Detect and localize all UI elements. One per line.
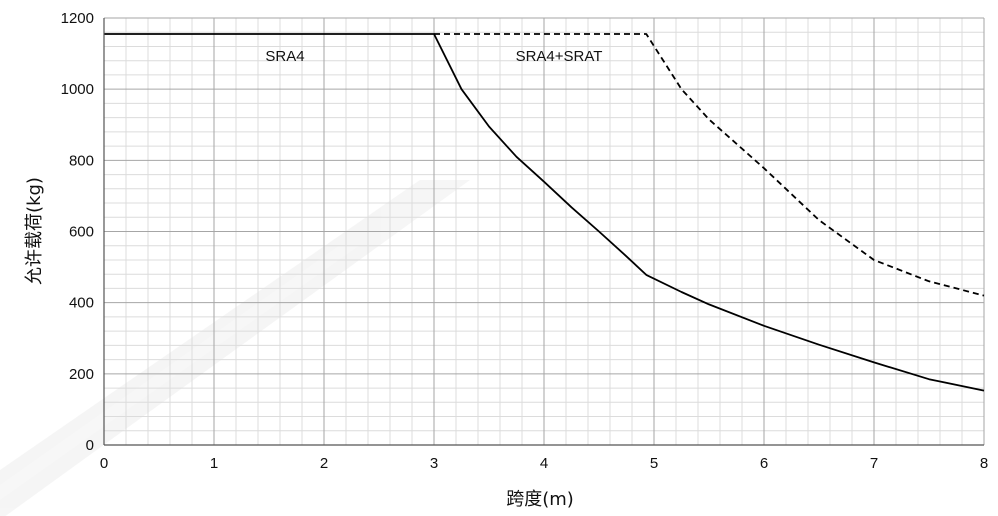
x-tick-label: 1: [210, 455, 218, 472]
y-tick-label: 200: [69, 366, 94, 383]
x-tick-label: 4: [540, 455, 548, 472]
watermark: [0, 180, 470, 516]
x-tick-label: 2: [320, 455, 328, 472]
y-tick-label: 600: [69, 224, 94, 241]
x-tick-label: 8: [980, 455, 988, 472]
annotation-sra4-srat: SRA4+SRAT: [516, 48, 603, 65]
y-axis-title: 允许载荷(kg): [24, 177, 45, 285]
y-tick-label: 800: [69, 152, 94, 169]
axes: [103, 18, 984, 446]
y-tick-labels: 0 200 400 600 800 1000 1200: [61, 10, 94, 454]
series-line-dashed: [434, 33, 985, 297]
x-tick-label: 6: [760, 455, 768, 472]
y-tick-label: 0: [86, 437, 94, 454]
y-tick-label: 1000: [61, 81, 94, 98]
series-line-solid: [104, 33, 985, 392]
y-tick-label: 1200: [61, 10, 94, 27]
x-axis-title: 跨度(m): [506, 489, 574, 510]
annotation-sra4: SRA4: [265, 48, 304, 65]
x-tick-labels: 0 1 2 3 4 5 6 7 8: [100, 455, 988, 472]
y-tick-label: 400: [69, 295, 94, 312]
x-tick-label: 3: [430, 455, 438, 472]
major-gridlines: [103, 17, 985, 446]
x-tick-label: 7: [870, 455, 878, 472]
series-layer: [104, 33, 985, 392]
x-tick-label: 0: [100, 455, 108, 472]
x-tick-label: 5: [650, 455, 658, 472]
